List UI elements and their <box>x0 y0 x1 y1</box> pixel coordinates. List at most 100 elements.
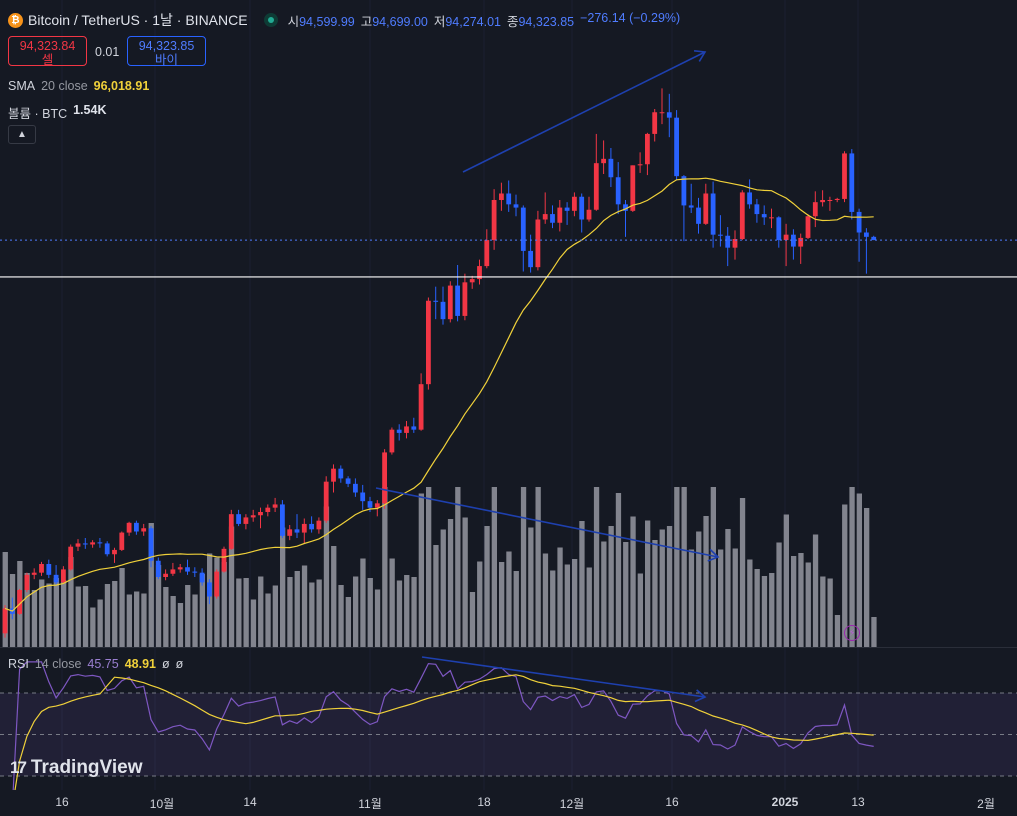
candle <box>557 200 563 232</box>
candle <box>871 235 877 241</box>
volume-bar <box>280 527 286 647</box>
volume-bar <box>761 576 768 647</box>
candle <box>645 132 650 176</box>
candle-body <box>2 608 8 634</box>
candle <box>68 544 74 571</box>
volume-bar <box>126 594 132 647</box>
candle <box>542 192 548 224</box>
candle-body <box>477 266 482 280</box>
volume-bar <box>301 565 308 647</box>
logo-text: TradingView <box>30 757 143 778</box>
sma-legend[interactable]: SMA 20 close 96,018.91 <box>8 79 149 93</box>
candle-body <box>842 153 847 199</box>
volume-bar <box>221 562 227 647</box>
candle <box>148 526 154 568</box>
rsi-legend[interactable]: RSI 14 close 45.75 48.91 ø ø <box>8 657 183 671</box>
candle <box>236 509 241 527</box>
candle-body <box>170 569 176 574</box>
candle <box>440 286 446 325</box>
candle-body <box>345 478 351 484</box>
candle-body <box>820 200 825 203</box>
volume-bar <box>739 498 746 647</box>
candle <box>681 175 687 242</box>
collapse-legend-button[interactable]: ▲ <box>8 125 36 144</box>
volume-bar <box>309 582 315 647</box>
candle-body <box>637 164 643 166</box>
candle <box>134 520 139 535</box>
volume-bar <box>681 487 687 647</box>
volume-bar <box>163 587 169 647</box>
volume-bar <box>601 541 607 647</box>
candle <box>688 183 694 213</box>
candle <box>499 182 504 211</box>
rsi-name: RSI <box>8 657 29 671</box>
candle <box>455 265 460 322</box>
candle <box>258 507 263 529</box>
candle <box>798 233 804 264</box>
candle <box>864 228 869 274</box>
candle-body <box>783 234 789 241</box>
sell-price: 94,323.84 <box>19 39 76 53</box>
candle-body <box>185 567 190 572</box>
volume-bar <box>652 540 658 647</box>
volume-bar <box>24 573 30 647</box>
candle <box>426 297 431 390</box>
volume-bar <box>491 487 497 647</box>
ohlc-values: 시94,599.99 고94,699.00 저94,274.01 종94,323… <box>288 11 681 30</box>
candle-body <box>411 426 417 430</box>
candle-body <box>856 211 862 233</box>
candle <box>17 588 22 615</box>
candle-body <box>426 300 431 385</box>
candle <box>353 478 358 497</box>
volume-bar <box>769 573 775 647</box>
volume-bar <box>338 585 344 647</box>
volume-bar <box>834 615 841 647</box>
volume-bar <box>732 548 738 647</box>
candle <box>783 223 789 267</box>
candle-body <box>652 112 658 134</box>
time-axis-label: 11월 <box>358 797 382 811</box>
candle-body <box>287 529 293 536</box>
buy-button[interactable]: 94,323.85 바이 <box>127 36 206 67</box>
lightning-icon[interactable]: ⚡ <box>844 625 860 641</box>
sell-button[interactable]: 94,323.84 셀 <box>8 36 87 67</box>
volume-bar <box>316 579 322 647</box>
candle <box>820 190 825 207</box>
candle <box>396 424 402 441</box>
candle <box>484 229 490 269</box>
volume-bar <box>645 520 651 647</box>
time-axis-label: 2025 <box>771 795 799 809</box>
volume-bar <box>484 526 490 647</box>
candle-body <box>834 198 840 200</box>
candle-body <box>630 165 636 211</box>
candle-body <box>272 504 278 508</box>
low-label: 저 <box>433 14 446 29</box>
symbol-title[interactable]: Bitcoin / TetherUS · 1날 · BINANCE <box>28 12 248 28</box>
volume-bar <box>666 526 673 647</box>
volume-bar <box>265 593 271 647</box>
volume-legend[interactable]: 볼륨 · BTC 1.54K <box>8 103 106 122</box>
candle <box>418 373 424 431</box>
volume-bar <box>469 592 476 647</box>
symbol-header[interactable]: ₿ Bitcoin / TetherUS · 1날 · BINANCE 시94,… <box>8 8 680 32</box>
candle-body <box>769 217 774 219</box>
rsi-ma-line <box>14 674 874 790</box>
candle <box>389 427 395 455</box>
candle <box>842 151 847 203</box>
chart-grid <box>61 0 859 790</box>
volume-bar <box>39 579 45 647</box>
candle <box>703 183 709 225</box>
candle <box>31 568 37 580</box>
volume-bar <box>199 574 205 647</box>
candle-body <box>455 285 460 316</box>
candle <box>126 521 132 536</box>
candle-body <box>31 572 37 575</box>
volume-bar <box>104 584 111 647</box>
sma-value: 96,018.91 <box>93 79 150 93</box>
time-axis[interactable]: 16 10월 14 11월 18 12월 16 2025 13 2월 <box>0 790 1017 816</box>
candle-body <box>353 483 358 493</box>
chart-canvas[interactable] <box>0 0 1017 790</box>
volume-bar <box>155 565 162 647</box>
candle-body <box>382 452 387 504</box>
candle-body <box>535 219 541 268</box>
